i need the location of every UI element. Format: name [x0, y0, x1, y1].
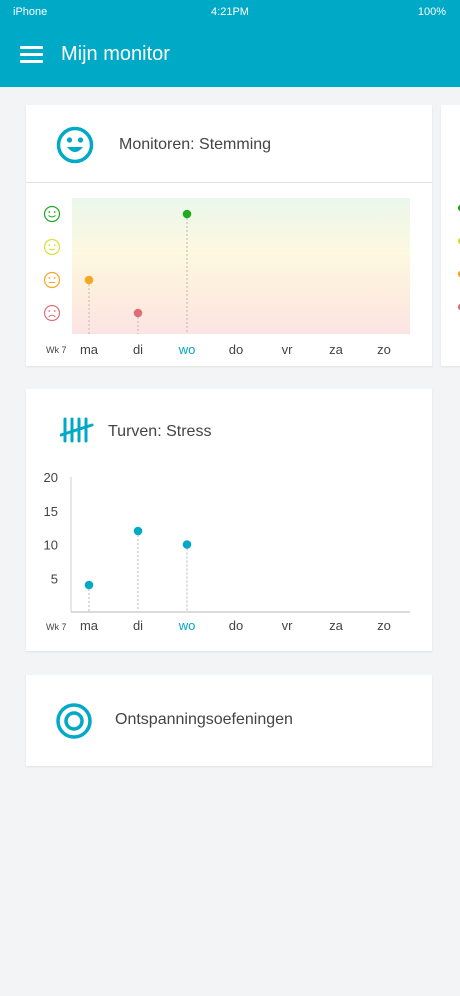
- mood-week-label: Wk 7: [46, 345, 67, 355]
- page-title: Mijn monitor: [61, 43, 170, 65]
- stress-x-label-za: za: [329, 618, 344, 633]
- mood-x-label-do: do: [229, 342, 243, 357]
- mood-point-di[interactable]: [133, 308, 143, 318]
- tally-icon: [60, 417, 94, 443]
- menu-icon[interactable]: [20, 46, 43, 63]
- stress-week-label: Wk 7: [46, 622, 67, 632]
- mood-level-content-icon: [43, 238, 61, 256]
- mood-level-sad-icon: [43, 304, 61, 322]
- mood-level-neutral-icon: [43, 271, 61, 289]
- mood-x-label-zo: zo: [377, 342, 391, 357]
- relaxation-card-title: Ontspanningsoefeningen: [115, 711, 293, 728]
- mood-x-label-za: za: [329, 342, 344, 357]
- target-icon: [56, 703, 92, 739]
- status-battery: 100%: [417, 6, 446, 18]
- next-card-legend-dots: [457, 204, 460, 311]
- next-card-peek[interactable]: [441, 105, 460, 366]
- mood-x-label-wo: wo: [178, 342, 196, 357]
- mood-card-header: Monitoren: Stemming: [26, 105, 432, 183]
- mood-x-label-ma: ma: [80, 342, 99, 357]
- smiley-icon: [56, 126, 94, 164]
- stress-x-label-di: di: [133, 618, 143, 633]
- mood-point-wo[interactable]: [182, 209, 192, 219]
- mood-chart: Wk 7 ma di wo do vr za zo: [43, 198, 410, 357]
- mood-x-label-vr: vr: [282, 342, 294, 357]
- stress-chart: 5 10 15 20 Wk 7 ma di wo do vr za zo: [44, 470, 410, 633]
- stress-point-di[interactable]: [133, 526, 143, 536]
- relaxation-card[interactable]: Ontspanningsoefeningen: [26, 675, 432, 766]
- mood-chart-background: [72, 198, 410, 334]
- status-time: 4:21PM: [211, 6, 249, 18]
- app-header: Mijn monitor: [0, 24, 460, 87]
- stress-y-tick-15: 15: [44, 504, 58, 519]
- stress-x-label-vr: vr: [282, 618, 294, 633]
- stress-card-title: Turven: Stress: [108, 423, 212, 440]
- stress-x-label-wo: wo: [178, 618, 196, 633]
- stress-x-label-zo: zo: [377, 618, 391, 633]
- stress-x-label-ma: ma: [80, 618, 99, 633]
- mood-point-ma[interactable]: [84, 275, 94, 285]
- stress-y-tick-20: 20: [44, 470, 58, 485]
- stress-point-ma[interactable]: [84, 580, 94, 590]
- stress-y-tick-5: 5: [51, 571, 58, 586]
- status-carrier: iPhone: [13, 6, 48, 18]
- mood-level-happy-icon: [43, 205, 61, 223]
- stress-point-wo[interactable]: [182, 540, 192, 549]
- mood-card-title: Monitoren: Stemming: [119, 136, 272, 153]
- stress-card[interactable]: Turven: Stress 5 10 15 20 Wk 7 ma di wo do vr za…: [26, 389, 432, 651]
- status-bar: 4:21PM iPhone 100%: [0, 0, 460, 24]
- mood-card[interactable]: Monitoren: Stemming: [26, 105, 432, 366]
- stress-x-label-do: do: [229, 618, 243, 633]
- stress-y-tick-10: 10: [44, 538, 58, 553]
- mood-x-label-di: di: [133, 342, 143, 357]
